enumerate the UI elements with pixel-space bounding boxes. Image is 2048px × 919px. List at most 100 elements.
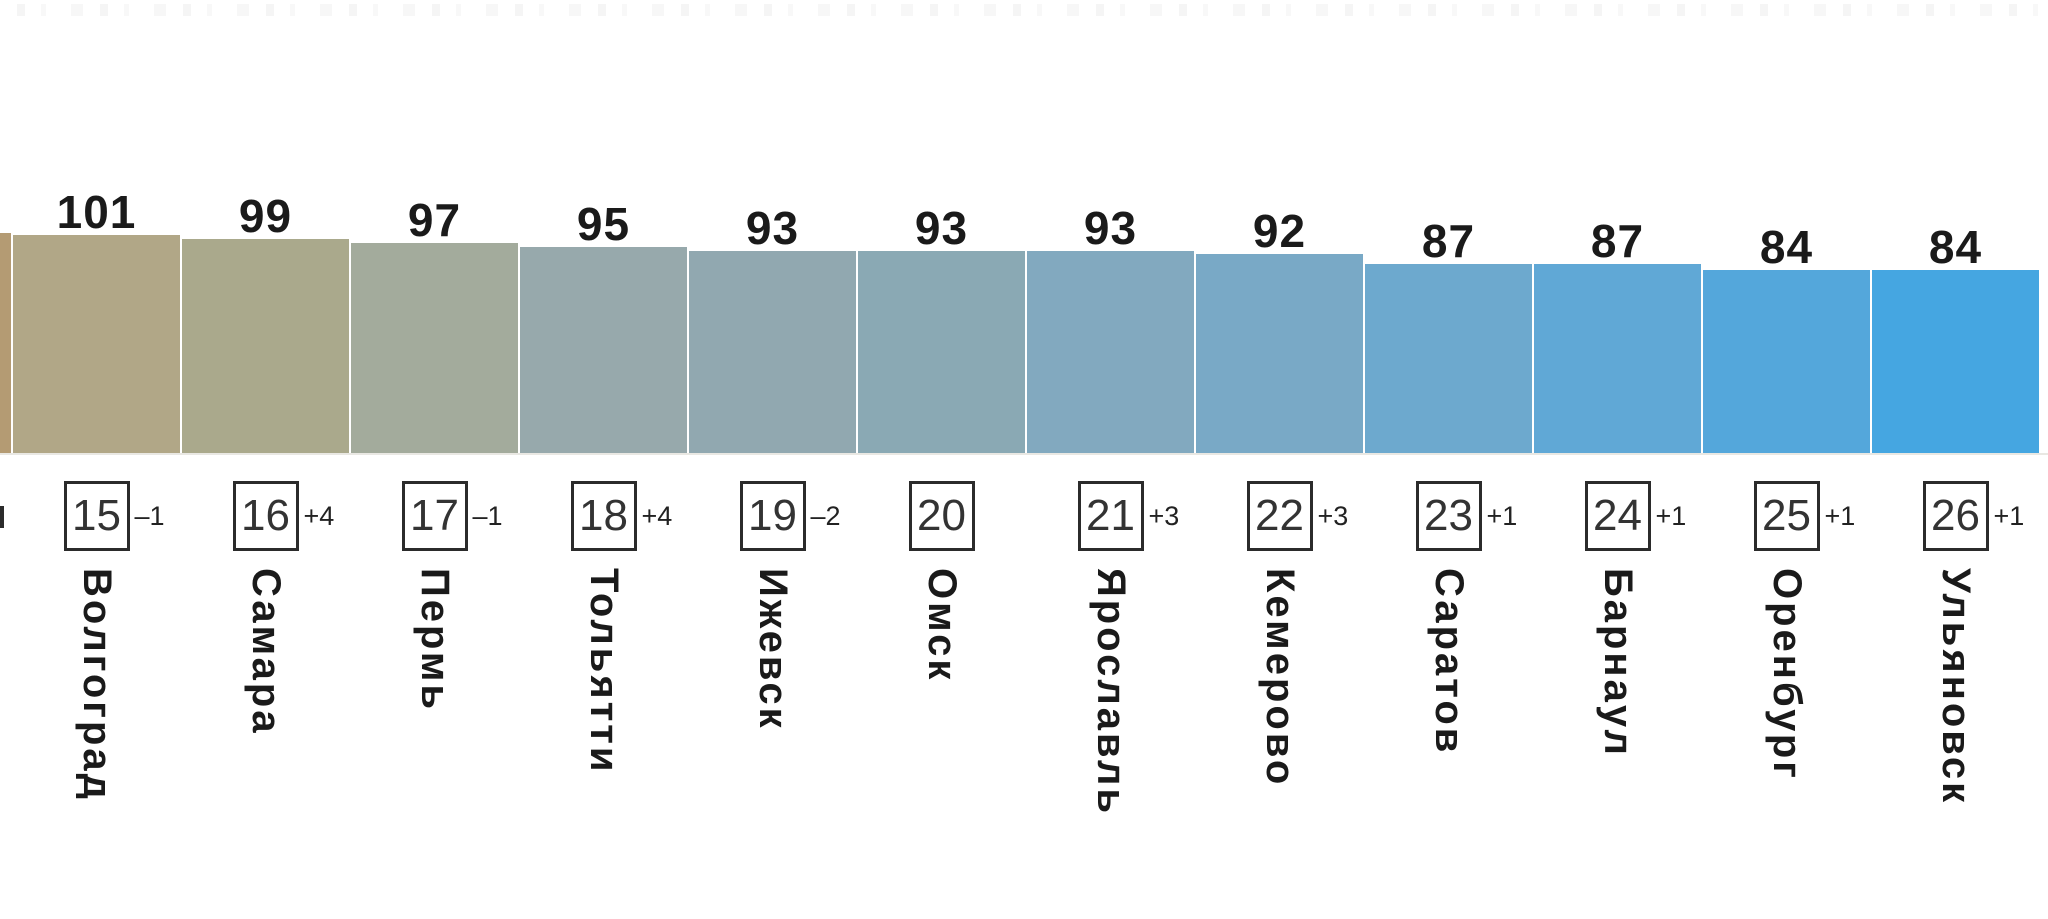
rank-change-label: +1: [1655, 501, 1687, 531]
bar-value-label: 93: [1083, 202, 1138, 255]
city-label: Саратов: [1427, 568, 1471, 756]
rank-number: 16: [241, 491, 290, 540]
rank-box: 17: [401, 481, 468, 551]
city-label: Оренбург: [1765, 568, 1809, 781]
cropped-content-artifacts: [0, 4, 2048, 16]
rank-change-label: –1: [134, 501, 165, 531]
bar: [351, 243, 518, 453]
city-label: Ульяновск: [1934, 568, 1978, 806]
rank-row: 21 +3: [1027, 481, 1194, 551]
chart-column: 92 22 +3 Кемерово: [1196, 0, 1363, 919]
chart-column: 93 20 Омск: [858, 0, 1025, 919]
rank-box: 18: [570, 481, 637, 551]
chart-column: 87 24 +1 Барнаул: [1534, 0, 1701, 919]
bar-value-label: 101: [56, 186, 137, 238]
bar: [858, 251, 1025, 453]
rank-change-label: +1: [1993, 501, 2025, 531]
chart-baseline: [0, 453, 2048, 455]
city-label: Барнаул: [1596, 568, 1640, 758]
rank-change-label: +1: [1824, 501, 1856, 531]
bar: [689, 251, 856, 453]
city-label: Кемерово: [1258, 568, 1302, 788]
chart-column: 99 16 +4 Самара: [182, 0, 349, 919]
bar-value-label: 87: [1421, 214, 1476, 267]
bar-value-label: 95: [576, 198, 631, 251]
rank-box: 26: [1922, 481, 1989, 551]
rank-change-label: +3: [1148, 501, 1180, 531]
rank-row: 18 +4: [520, 481, 687, 551]
rank-row: 19 –2: [689, 481, 856, 551]
rank-number: 18: [579, 491, 628, 540]
rank-change-label: +1: [1486, 501, 1518, 531]
city-label: Самара: [244, 568, 288, 736]
rank-change-label: –2: [810, 501, 841, 531]
rank-number: 15: [72, 491, 121, 540]
rank-change-label: –1: [472, 501, 503, 531]
bar-value-label: 92: [1252, 204, 1307, 257]
bar-value-label: 93: [914, 202, 969, 255]
bar: [520, 247, 687, 453]
bar: [182, 239, 349, 453]
rank-box: 23: [1415, 481, 1482, 551]
rank-box: 24: [1584, 481, 1651, 551]
rank-number: 24: [1593, 491, 1642, 540]
bar: [1534, 263, 1701, 453]
rank-number: 17: [410, 491, 459, 540]
rank-row: 26 +1: [1872, 481, 2039, 551]
bar: [13, 235, 180, 453]
rank-change-label: +4: [641, 501, 673, 531]
partial-bar-cutoff: [0, 233, 11, 453]
rank-row: 15 –1: [13, 481, 180, 551]
rank-row: 25 +1: [1703, 481, 1870, 551]
city-label: Ижевск: [751, 568, 795, 731]
rank-row: 23 +1: [1365, 481, 1532, 551]
bar: [1872, 270, 2039, 453]
rank-row: 22 +3: [1196, 481, 1363, 551]
chart-column: 93 21 +3 Ярославль: [1027, 0, 1194, 919]
rank-change-label: +4: [303, 501, 335, 531]
chart-column: 95 18 +4 Тольятти: [520, 0, 687, 919]
city-label: Пермь: [413, 568, 457, 713]
bar: [1365, 263, 1532, 453]
rank-row: 16 +4: [182, 481, 349, 551]
rank-box: 25: [1753, 481, 1820, 551]
city-label: Ярославль: [1089, 568, 1133, 817]
chart-column: 101 15 –1 Волгоград: [13, 0, 180, 919]
cropped-rank-change-fragment: [0, 506, 4, 528]
rank-box: 22: [1246, 481, 1313, 551]
bar-value-label: 84: [1759, 221, 1814, 274]
rank-row: 24 +1: [1534, 481, 1701, 551]
bar-value-label: 87: [1590, 214, 1645, 267]
rank-box: 15: [63, 481, 130, 551]
chart-column: 93 19 –2 Ижевск: [689, 0, 856, 919]
rank-change-label: +3: [1317, 501, 1349, 531]
city-label: Тольятти: [582, 568, 626, 775]
bar-value-label: 97: [407, 194, 462, 247]
rank-row: 17 –1: [351, 481, 518, 551]
rank-number: 21: [1086, 491, 1135, 540]
rank-number: 19: [748, 491, 797, 540]
bar-value-label: 84: [1928, 221, 1983, 274]
chart-column: 84 26 +1 Ульяновск: [1872, 0, 2039, 919]
bar-value-label: 99: [238, 190, 293, 243]
rank-number: 25: [1762, 491, 1811, 540]
chart-column: 87 23 +1 Саратов: [1365, 0, 1532, 919]
rank-number: 23: [1424, 491, 1473, 540]
bar: [1196, 253, 1363, 453]
bar: [1703, 270, 1870, 453]
city-label: Волгоград: [75, 568, 119, 803]
rank-number: 26: [1931, 491, 1980, 540]
chart-column: 97 17 –1 Пермь: [351, 0, 518, 919]
bar-value-label: 93: [745, 202, 800, 255]
chart-column: 84 25 +1 Оренбург: [1703, 0, 1870, 919]
rank-box: 20: [908, 481, 975, 551]
bar: [1027, 251, 1194, 453]
rank-box: 19: [739, 481, 806, 551]
rank-box: 21: [1077, 481, 1144, 551]
city-label: Омск: [920, 568, 964, 683]
rank-box: 16: [232, 481, 299, 551]
rank-number: 22: [1255, 491, 1304, 540]
rank-number: 20: [917, 491, 966, 540]
rank-row: 20: [858, 481, 1025, 551]
